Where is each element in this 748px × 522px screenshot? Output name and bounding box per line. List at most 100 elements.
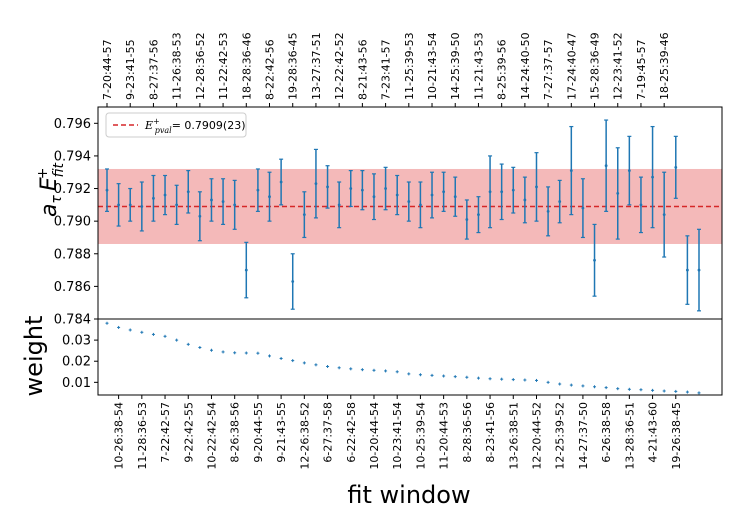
- xtick-label-top: 19-28:36-45: [287, 32, 300, 100]
- weight-point-37: [534, 378, 538, 382]
- data-point-16: [290, 253, 295, 310]
- bottom-ylabel: weight: [20, 316, 48, 397]
- data-point-4: [151, 174, 156, 222]
- marker: [465, 218, 469, 221]
- weight-point-2: [128, 328, 132, 332]
- weight-point-3: [140, 330, 144, 334]
- data-point-51: [697, 228, 701, 312]
- marker: [326, 185, 329, 189]
- top-data-points: [105, 119, 701, 312]
- xtick-label-top: 7-27:37-57: [542, 39, 555, 100]
- marker: [442, 190, 446, 194]
- marker: [360, 188, 364, 192]
- ytick-label-top: 0.788: [54, 247, 91, 262]
- data-point-11: [232, 179, 237, 230]
- ytick-label-top: 0.784: [54, 313, 91, 328]
- xtick-label-top: 12-23:41-52: [612, 32, 625, 100]
- ylabel-E: E: [37, 177, 62, 191]
- weight-point-16: [291, 359, 295, 363]
- weight-point-38: [546, 380, 550, 384]
- weight-point-15: [279, 356, 283, 360]
- xtick-label-top: 15-28:36-49: [589, 32, 602, 100]
- weight-point-41: [581, 384, 585, 388]
- xtick-label-top: 8-21:43-56: [356, 39, 369, 100]
- marker: [140, 205, 144, 208]
- weight-point-4: [151, 332, 155, 336]
- xtick-label-bottom: 8-23:41-56: [484, 402, 497, 463]
- xtick-label-top: 8-22:42-56: [264, 39, 277, 100]
- marker: [697, 268, 701, 272]
- weight-point-32: [476, 376, 480, 380]
- weight-point-12: [244, 351, 248, 355]
- weight-point-40: [569, 383, 573, 387]
- xtick-label-top: 7-23:41-57: [380, 39, 393, 100]
- marker: [279, 180, 283, 184]
- data-point-3: [139, 181, 144, 232]
- marker: [175, 203, 179, 207]
- weight-point-43: [604, 386, 608, 390]
- data-point-43: [604, 119, 609, 212]
- marker: [337, 203, 341, 207]
- ytick-label-top: 0.790: [54, 215, 91, 230]
- legend-superscript: +: [153, 117, 160, 126]
- weight-point-7: [186, 342, 190, 346]
- weight-data-points: [105, 321, 701, 395]
- data-point-27: [418, 181, 423, 229]
- marker: [674, 165, 678, 169]
- marker: [244, 268, 248, 272]
- weight-point-14: [268, 354, 272, 358]
- marker: [627, 169, 631, 173]
- data-point-22: [360, 170, 365, 211]
- data-point-28: [430, 171, 435, 219]
- data-point-35: [511, 166, 516, 214]
- marker: [477, 213, 480, 217]
- legend: E+ pval= 0.7909(23): [105, 112, 247, 138]
- data-point-49: [673, 135, 678, 199]
- data-point-9: [209, 178, 214, 222]
- ticks: 0.784 0.786 0.788 0.790 0.792 0.794 0.796 0.01 0…: [54, 32, 683, 469]
- data-point-25: [395, 174, 400, 216]
- xtick-label-bottom: 7-22:42-57: [159, 402, 172, 463]
- marker: [407, 200, 411, 203]
- marker: [546, 209, 550, 213]
- weight-point-44: [616, 387, 620, 391]
- marker: [117, 203, 121, 207]
- legend-label: E+ pval= 0.7909(23): [144, 117, 246, 135]
- marker: [430, 193, 434, 197]
- legend-subscript: pval: [155, 126, 172, 135]
- xtick-label-bottom: 9-22:42-55: [182, 402, 195, 463]
- marker: [221, 200, 225, 203]
- weight-point-48: [662, 389, 666, 393]
- ylabel-fit: fit: [51, 162, 67, 177]
- xtick-label-bottom: 12-26:38-52: [298, 402, 311, 470]
- marker: [453, 195, 457, 199]
- marker: [314, 182, 318, 186]
- weight-point-13: [256, 351, 260, 355]
- xtick-label-top: 11-22:42-53: [217, 32, 230, 100]
- weight-point-26: [407, 372, 411, 376]
- ytick-label-top: 0.796: [54, 117, 91, 132]
- data-point-33: [488, 155, 493, 229]
- weight-point-5: [163, 334, 167, 338]
- xtick-label-bottom: 13-28:36-51: [623, 402, 636, 470]
- xtick-label-top: 18-28:36-46: [240, 32, 253, 100]
- xtick-label-bottom: 6-27:37-58: [322, 402, 335, 463]
- data-point-7: [186, 170, 191, 214]
- legend-value: = 0.7909(23): [172, 119, 246, 132]
- marker: [662, 213, 666, 217]
- data-point-32: [476, 196, 481, 234]
- xtick-label-top: 10-21:43-54: [426, 32, 439, 100]
- data-point-26: [406, 181, 411, 222]
- weight-point-45: [627, 387, 631, 391]
- weight-point-9: [209, 348, 213, 352]
- weight-point-36: [523, 378, 527, 382]
- xtick-label-bottom: 6-26:38-58: [600, 402, 613, 463]
- data-point-0: [105, 168, 109, 212]
- data-point-41: [580, 178, 585, 239]
- weight-point-22: [360, 368, 364, 372]
- weight-point-46: [639, 388, 643, 392]
- weight-point-10: [221, 350, 225, 354]
- marker: [616, 192, 620, 195]
- data-point-15: [279, 158, 284, 206]
